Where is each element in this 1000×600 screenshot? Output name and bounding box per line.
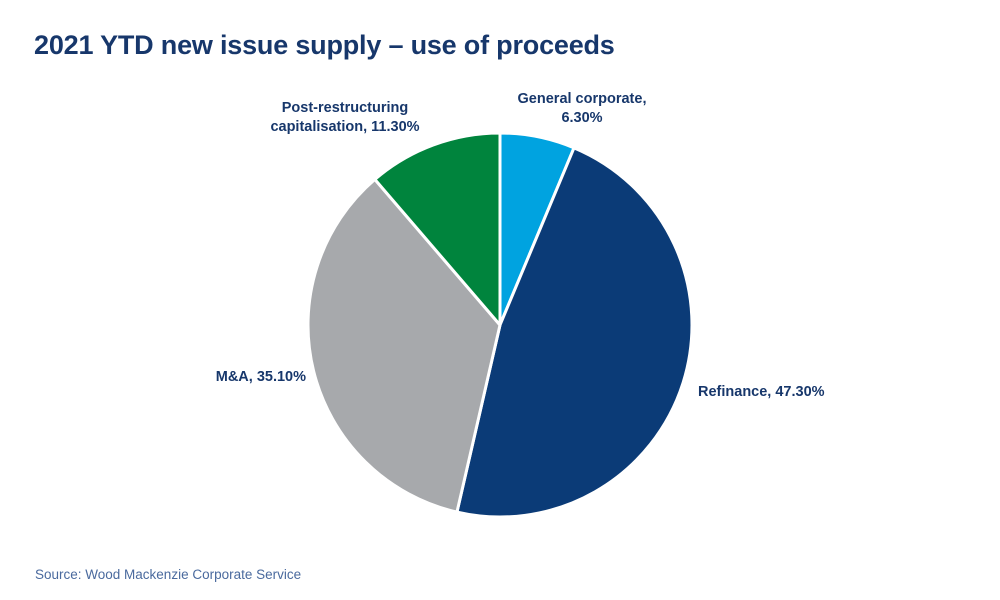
pie-slice-manda xyxy=(306,177,502,514)
pie-slice-refinance xyxy=(455,146,694,519)
page-title: 2021 YTD new issue supply – use of proce… xyxy=(34,30,615,60)
slice-label-general-corporate: General corporate, 6.30% xyxy=(517,91,647,127)
pie-slice-post-restructuring-capitalisation xyxy=(373,131,502,327)
slice-label-post-restructuring-capitalisation: Post-restructuring capitalisation, 11.30… xyxy=(270,100,420,136)
slice-label-ma: M&A, 35.10% xyxy=(215,369,306,385)
pie-slice-group xyxy=(306,131,694,519)
slice-label-refinance: Refinance, 47.30% xyxy=(698,384,825,400)
source-note: Source: Wood Mackenzie Corporate Service xyxy=(35,567,302,582)
